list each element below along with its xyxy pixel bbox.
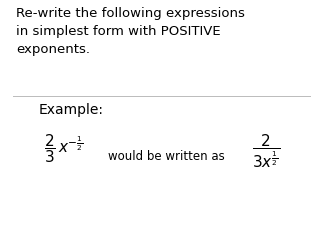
Text: $\dfrac{2}{3}\,x^{-\frac{1}{2}}$: $\dfrac{2}{3}\,x^{-\frac{1}{2}}$ [44,132,84,165]
Text: Re-write the following expressions
in simplest form with POSITIVE
exponents.: Re-write the following expressions in si… [16,7,245,56]
Text: Example:: Example: [38,103,103,117]
Text: $\dfrac{2}{3x^{\frac{1}{2}}}$: $\dfrac{2}{3x^{\frac{1}{2}}}$ [252,132,280,170]
Text: would be written as: would be written as [108,150,225,162]
